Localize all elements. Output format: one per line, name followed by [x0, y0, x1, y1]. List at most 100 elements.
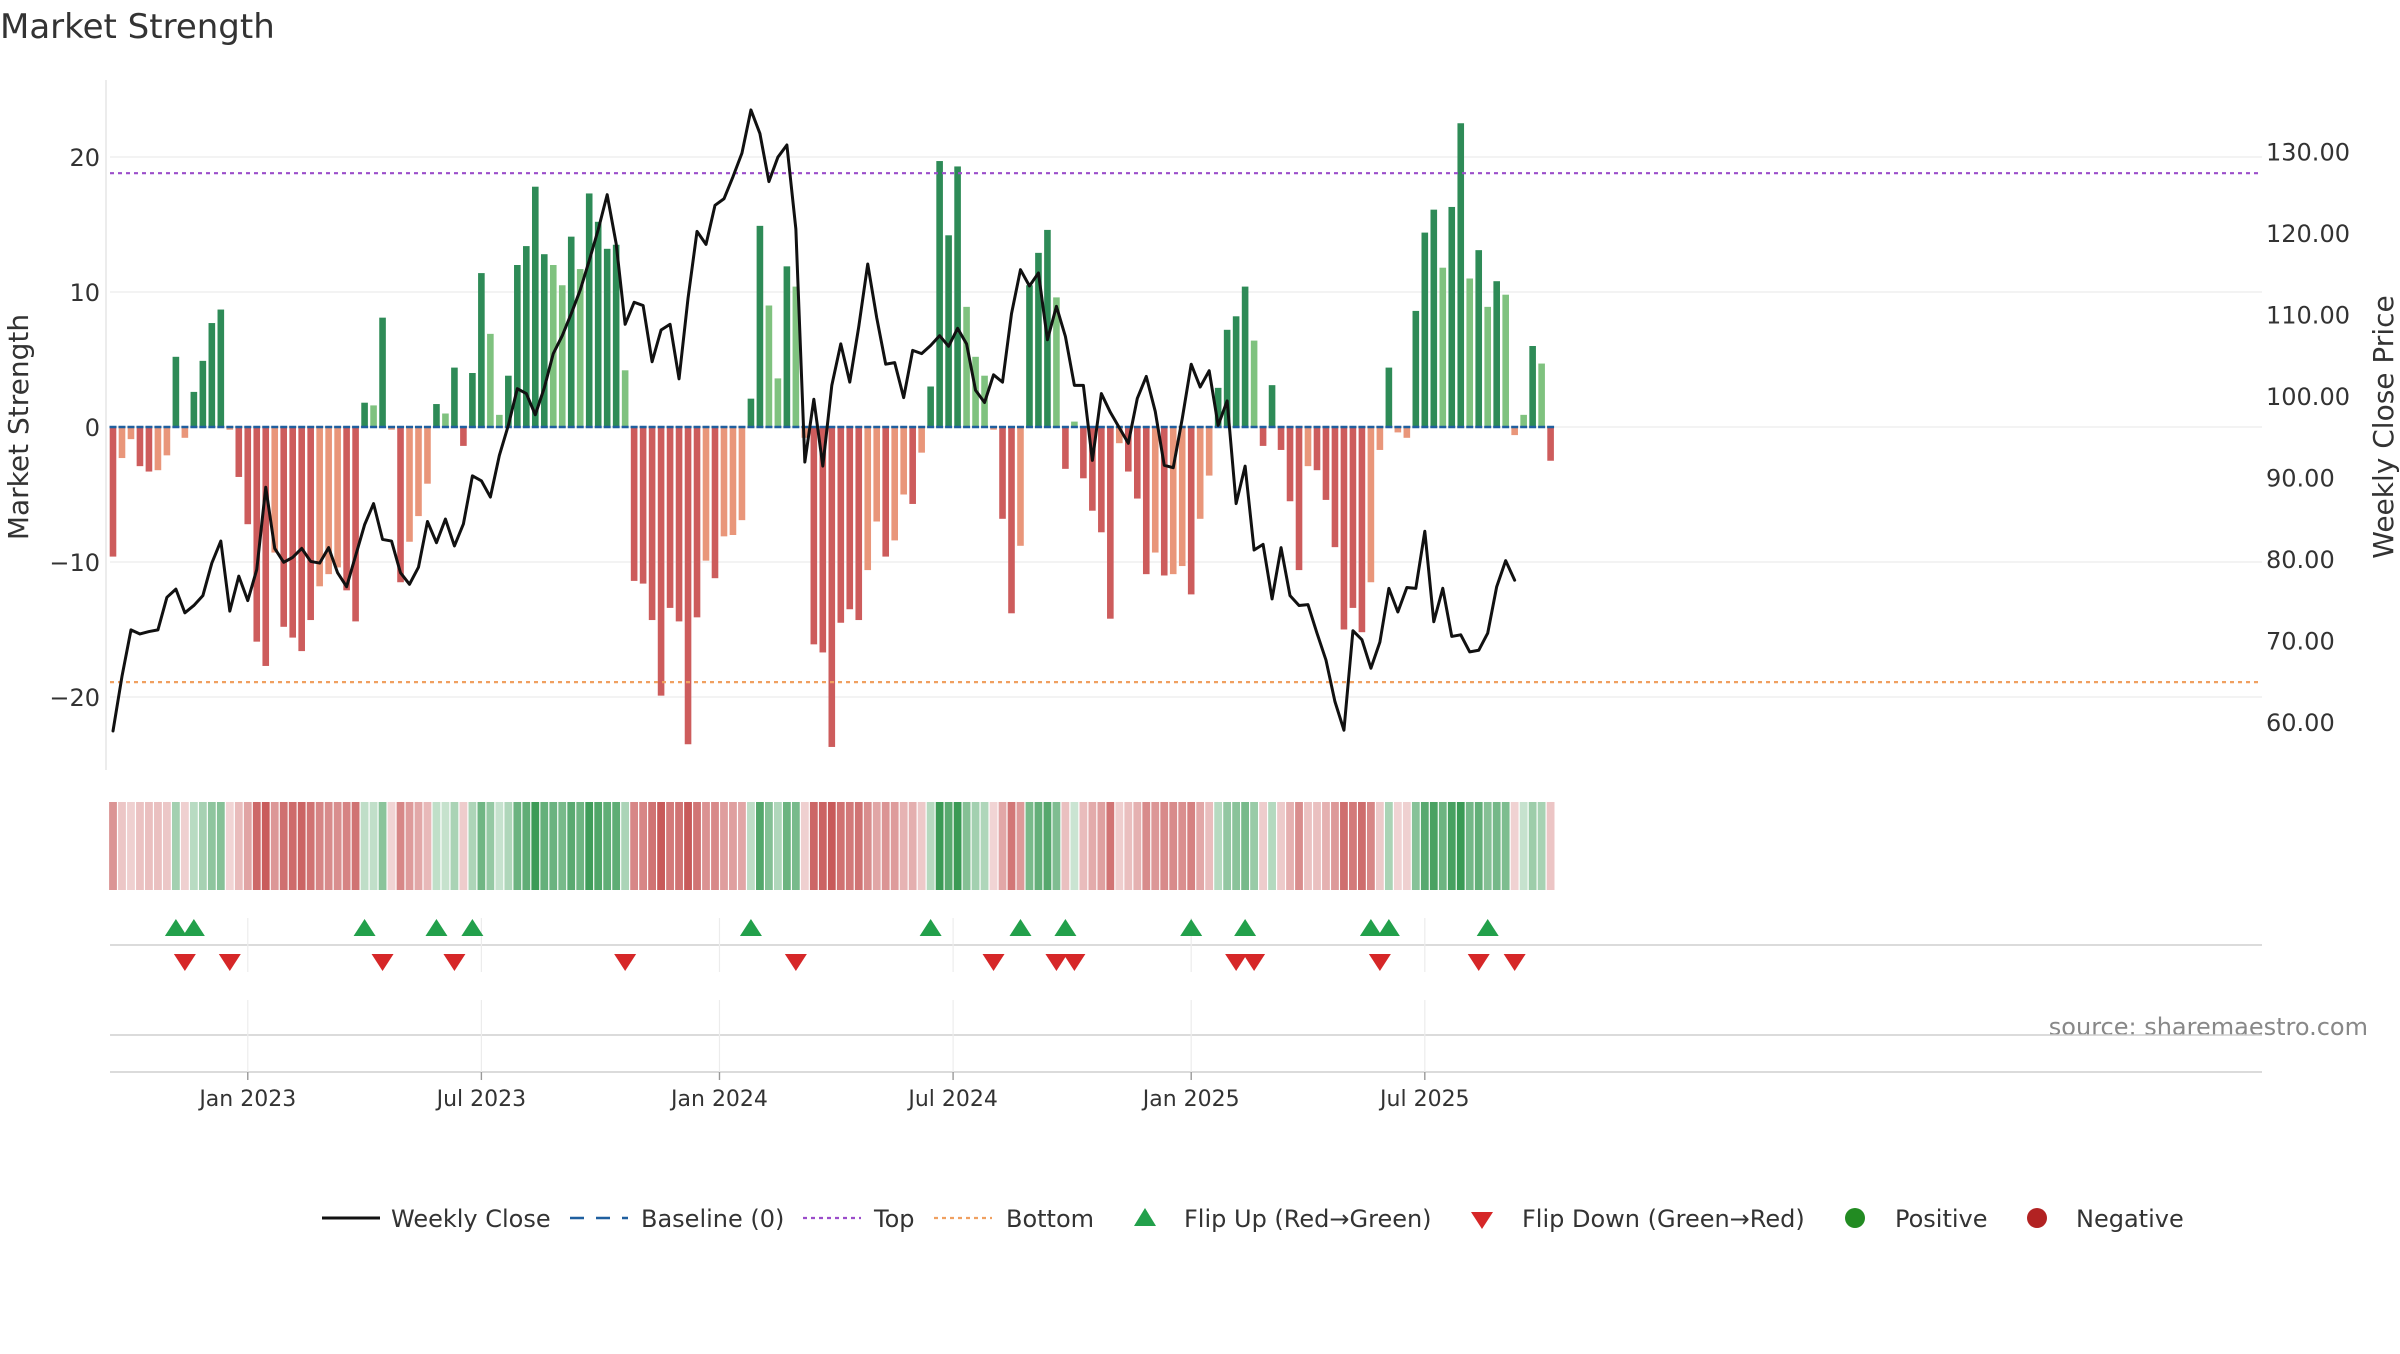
heat-cell — [180, 802, 189, 890]
date-axis: Jan 2023 Jul 2023 Jan 2024 Jul 2024 Jan 2025… — [197, 1072, 1470, 1112]
heat-cell — [782, 802, 791, 890]
strength-bar — [936, 161, 943, 428]
strength-bar — [1125, 427, 1132, 472]
heat-cell — [1160, 802, 1169, 890]
heat-cell — [1474, 802, 1483, 890]
heat-cell — [468, 802, 477, 890]
strength-bar — [361, 402, 368, 427]
heat-cell — [1304, 802, 1312, 890]
flip-down-marker — [173, 954, 196, 971]
heat-cell — [845, 802, 854, 890]
heat-cell — [666, 802, 674, 890]
heat-cell — [279, 802, 288, 890]
strength-bar — [136, 427, 144, 467]
heat-cell — [621, 802, 630, 890]
left-tick-label: 0 — [85, 414, 100, 442]
heat-cell — [1447, 802, 1456, 890]
heat-cell — [881, 802, 890, 890]
strength-bar — [496, 414, 503, 427]
strength-bar — [1511, 427, 1518, 436]
heat-cell — [378, 802, 387, 890]
strength-bar — [1017, 427, 1024, 546]
strength-bar — [1448, 206, 1456, 427]
heat-cell — [333, 802, 342, 890]
strength-bar — [109, 427, 117, 557]
legend-baseline-label: Baseline (0) — [641, 1205, 784, 1233]
heat-cell — [1133, 802, 1142, 890]
strength-bar — [442, 413, 449, 427]
right-tick-label: 100.00 — [2266, 383, 2350, 411]
heat-cell — [441, 802, 450, 890]
strength-bar — [1484, 306, 1491, 427]
heat-cell — [387, 802, 396, 890]
left-axis-label: Market Strength — [2, 314, 35, 540]
strength-bar — [433, 404, 440, 427]
legend: Weekly Close Baseline (0) Top Bottom Flip Up… — [322, 1205, 2184, 1233]
flip-down-marker — [1225, 954, 1248, 971]
flip-down-marker — [443, 954, 466, 971]
strength-bar — [1241, 286, 1249, 427]
heat-cell — [189, 802, 198, 890]
left-tick-label: 10 — [69, 279, 100, 307]
strength-bar — [451, 367, 458, 427]
strength-bar — [1071, 421, 1078, 427]
heat-cell — [773, 802, 782, 890]
strength-bar — [612, 244, 620, 427]
heat-cell — [261, 802, 270, 890]
date-tick-label: Jul 2023 — [435, 1087, 527, 1112]
strength-bar — [1214, 387, 1222, 427]
strength-bar — [1044, 229, 1051, 427]
strength-bar — [1053, 297, 1060, 427]
date-tick-label: Jan 2024 — [669, 1087, 768, 1112]
strength-bar — [648, 427, 656, 621]
legend-flip-down-label: Flip Down (Green→Red) — [1522, 1205, 1805, 1233]
strength-bar — [918, 427, 925, 453]
right-tick-label: 70.00 — [2266, 628, 2335, 656]
strength-bar — [1277, 427, 1285, 450]
strength-bar — [540, 254, 548, 427]
strength-bar — [1358, 427, 1366, 633]
heat-cell — [1241, 802, 1250, 890]
heat-cell — [549, 802, 558, 890]
heat-cell — [1232, 802, 1241, 890]
strength-bar — [1493, 281, 1500, 427]
right-tick-label: 120.00 — [2266, 220, 2350, 248]
strength-bar — [514, 265, 521, 427]
strength-bar — [235, 427, 243, 477]
heat-cell — [1492, 802, 1501, 890]
heat-cell — [1070, 802, 1079, 890]
heat-cell — [540, 802, 549, 890]
strength-bar — [1133, 427, 1141, 499]
heat-cell — [513, 802, 522, 890]
grid-lines — [105, 80, 2262, 770]
heat-cell — [1187, 802, 1196, 890]
strength-bars — [109, 123, 1554, 747]
heat-cell — [1115, 802, 1124, 890]
strength-bar — [603, 248, 611, 427]
heat-cell — [243, 802, 252, 890]
strength-bar — [487, 333, 494, 427]
strength-bar — [127, 427, 135, 440]
flip-down-marker — [1063, 954, 1086, 971]
heat-cell — [1322, 802, 1330, 890]
heat-cell — [1420, 802, 1429, 890]
heat-cell — [1313, 802, 1321, 890]
heat-cell — [1250, 802, 1258, 890]
strength-bar — [837, 427, 845, 623]
heat-cell — [1016, 802, 1025, 890]
strength-bar — [1466, 278, 1474, 427]
flip-up-marker — [1009, 919, 1032, 936]
right-tick-label: 110.00 — [2266, 302, 2350, 330]
heat-cell — [1223, 802, 1232, 890]
strength-bar — [244, 427, 252, 525]
strength-bar — [145, 427, 153, 472]
heat-cell — [558, 802, 567, 890]
heat-cell — [270, 802, 279, 890]
heat-cell — [1088, 802, 1097, 890]
heat-cell — [1052, 802, 1061, 890]
strength-bar — [1538, 363, 1545, 427]
heat-cell — [630, 802, 639, 890]
strength-bar — [1295, 427, 1303, 571]
strength-bar — [307, 427, 314, 621]
heat-cell — [432, 802, 441, 890]
